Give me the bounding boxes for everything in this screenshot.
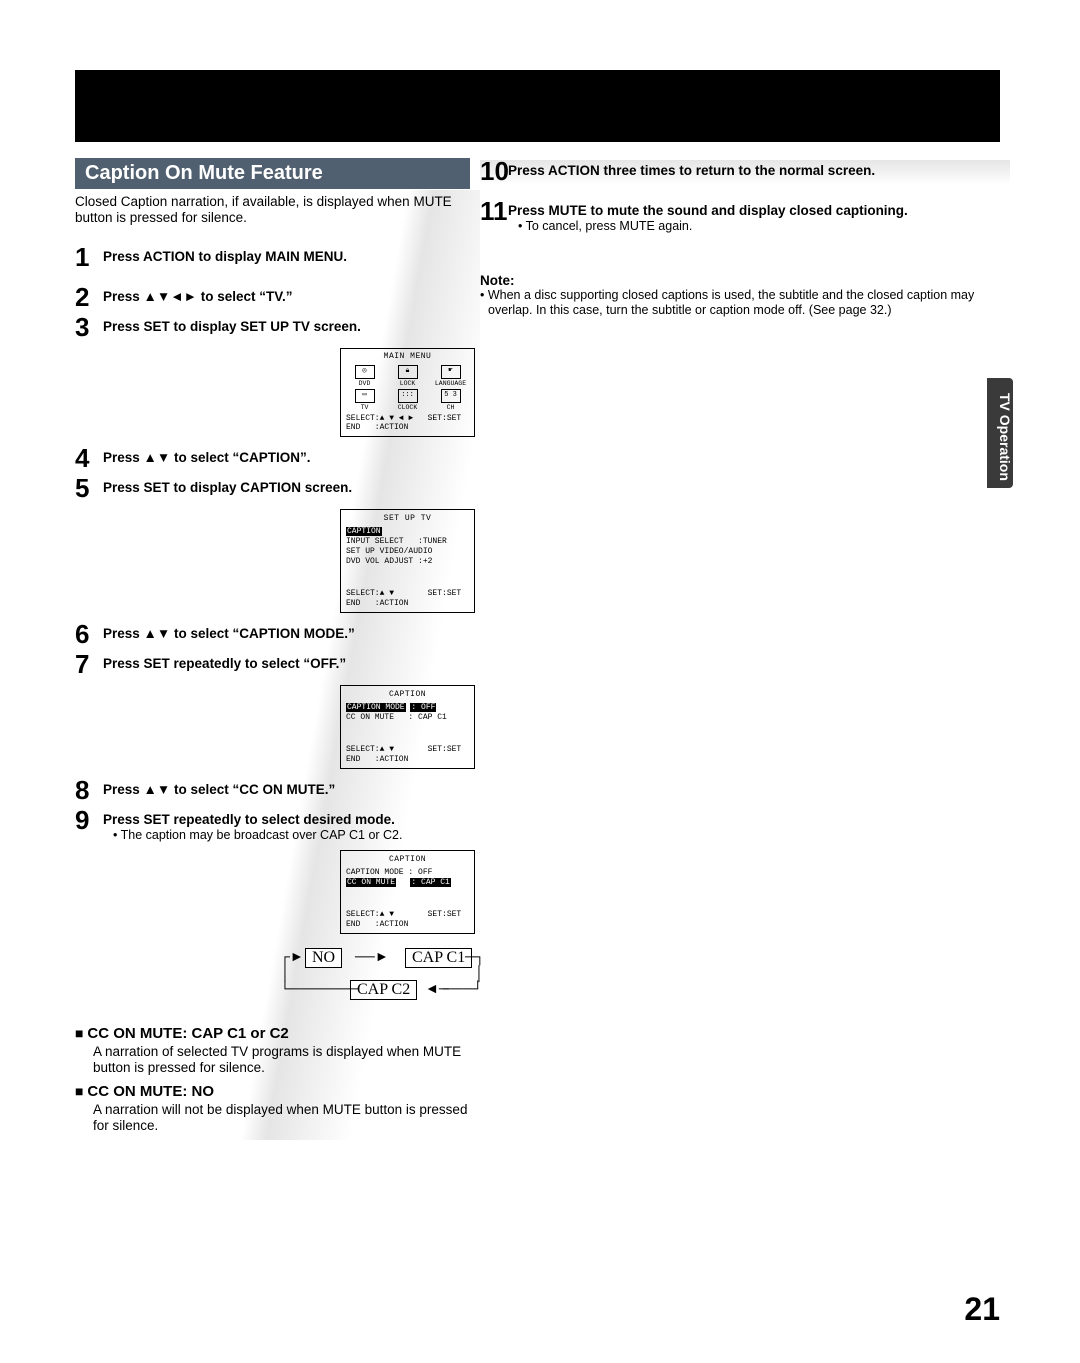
cycle-line: │ <box>280 968 290 982</box>
step-number: 3 <box>75 314 103 340</box>
cycle-no: NO <box>305 948 342 968</box>
step-3-text: Press SET to display SET UP TV screen. <box>103 319 361 335</box>
step-number: 10 <box>480 158 508 184</box>
step-11-subtext: To cancel, press MUTE again. <box>518 219 908 233</box>
osd-row: DVD VOL ADJUST :+2 <box>346 557 469 567</box>
page-number: 21 <box>964 1291 1000 1328</box>
dvd-icon: ◎ <box>355 365 375 379</box>
step-number: 8 <box>75 777 103 803</box>
osd-title: SET UP TV <box>346 514 469 524</box>
cycle-capc1: CAP C1 <box>405 948 472 968</box>
cycle-line: ───┘ <box>443 983 483 997</box>
tv-icon: ▭ <box>355 389 375 403</box>
osd-title: CAPTION <box>346 690 469 700</box>
step-number: 4 <box>75 445 103 471</box>
left-column: Caption On Mute Feature Closed Caption n… <box>75 158 480 1140</box>
osd-footer: SELECT:▲ ▼ SET:SET <box>346 910 469 920</box>
step-number: 9 <box>75 807 103 842</box>
note-body: When a disc supporting closed captions i… <box>488 288 1000 318</box>
osd-setup-tv: SET UP TV CAPTION INPUT SELECT :TUNER SE… <box>340 509 475 613</box>
cc-cap-body: A narration of selected TV programs is d… <box>93 1044 480 1076</box>
step-1-text: Press ACTION to display MAIN MENU. <box>103 249 347 265</box>
osd-main-menu: MAIN MENU ◎DVD 🔒︎LOCK ☛LANGUAGE ▭TV :::C… <box>340 348 475 437</box>
step-number: 7 <box>75 651 103 677</box>
lock-icon: 🔒︎ <box>398 365 418 379</box>
page-black-header <box>75 70 1000 142</box>
step-10-text: Press ACTION three times to return to th… <box>508 163 875 179</box>
step-8-text: Press ▲▼ to select “CC ON MUTE.” <box>103 782 335 798</box>
osd-title: CAPTION <box>346 855 469 865</box>
osd-row-captionmode: CAPTION MODE <box>346 703 406 712</box>
osd-row: SET UP VIDEO/AUDIO <box>346 547 469 557</box>
osd-title: MAIN MENU <box>346 353 469 362</box>
cycle-diagram: NO CAP C1 CAP C2 ──► ◄─ ┌► │ └─────── ─┐… <box>275 948 485 1013</box>
osd-footer: END :ACTION <box>346 755 469 765</box>
section-intro: Closed Caption narration, if available, … <box>75 194 480 226</box>
language-icon: ☛ <box>441 365 461 379</box>
arrow-up-icon: ┌► <box>280 951 304 965</box>
osd-footer: SELECT:▲ ▼ SET:SET <box>346 745 469 755</box>
step-5-text: Press SET to display CAPTION screen. <box>103 480 352 496</box>
side-tab-tv-operation: TV Operation <box>987 378 1013 488</box>
osd-footer: END :ACTION <box>346 599 469 609</box>
osd-footer: END :ACTION <box>346 424 469 433</box>
step-6-text: Press ▲▼ to select “CAPTION MODE.” <box>103 626 355 642</box>
clock-icon: ::: <box>398 389 418 403</box>
cc-no-heading: CC ON MUTE: NO <box>75 1083 480 1100</box>
cycle-capc2: CAP C2 <box>350 980 417 1000</box>
step-number: 1 <box>75 244 103 270</box>
step-number: 6 <box>75 621 103 647</box>
step-number: 11 <box>480 198 508 233</box>
cycle-line: │ <box>474 968 484 982</box>
right-column: 10 Press ACTION three times to return to… <box>480 158 1000 318</box>
cc-cap-heading: CC ON MUTE: CAP C1 or C2 <box>75 1025 480 1042</box>
osd-footer: END :ACTION <box>346 920 469 930</box>
cc-no-body: A narration will not be displayed when M… <box>93 1102 480 1134</box>
step-2-text: Press ▲▼◄► to select “TV.” <box>103 289 293 305</box>
osd-row: CAPTION MODE : OFF <box>346 868 469 878</box>
osd-row: CC ON MUTE : CAP C1 <box>346 713 469 723</box>
arrow-right-icon: ──► <box>355 951 389 965</box>
step-9-subtext: The caption may be broadcast over CAP C1… <box>113 828 402 842</box>
section-title: Caption On Mute Feature <box>75 158 470 189</box>
step-7-text: Press SET repeatedly to select “OFF.” <box>103 656 346 672</box>
cycle-line: └─────── <box>280 983 359 997</box>
step-11-text: Press MUTE to mute the sound and display… <box>508 203 908 219</box>
osd-footer: SELECT:▲ ▼ SET:SET <box>346 589 469 599</box>
step-4-text: Press ▲▼ to select “CAPTION”. <box>103 450 311 466</box>
step-number: 2 <box>75 284 103 310</box>
osd-row: INPUT SELECT :TUNER <box>346 537 469 547</box>
cycle-line: ─┐ <box>465 951 485 965</box>
step-number: 5 <box>75 475 103 501</box>
osd-row-cconmute: CC ON MUTE <box>346 878 396 887</box>
note-heading: Note: <box>480 273 1000 288</box>
osd-row-caption: CAPTION <box>346 527 382 536</box>
osd-caption-1: CAPTION CAPTION MODE : OFF CC ON MUTE : … <box>340 685 475 769</box>
ch-icon: 5 3 <box>441 389 461 403</box>
osd-caption-2: CAPTION CAPTION MODE : OFF CC ON MUTE : … <box>340 850 475 934</box>
step-9-text: Press SET repeatedly to select desired m… <box>103 812 402 828</box>
